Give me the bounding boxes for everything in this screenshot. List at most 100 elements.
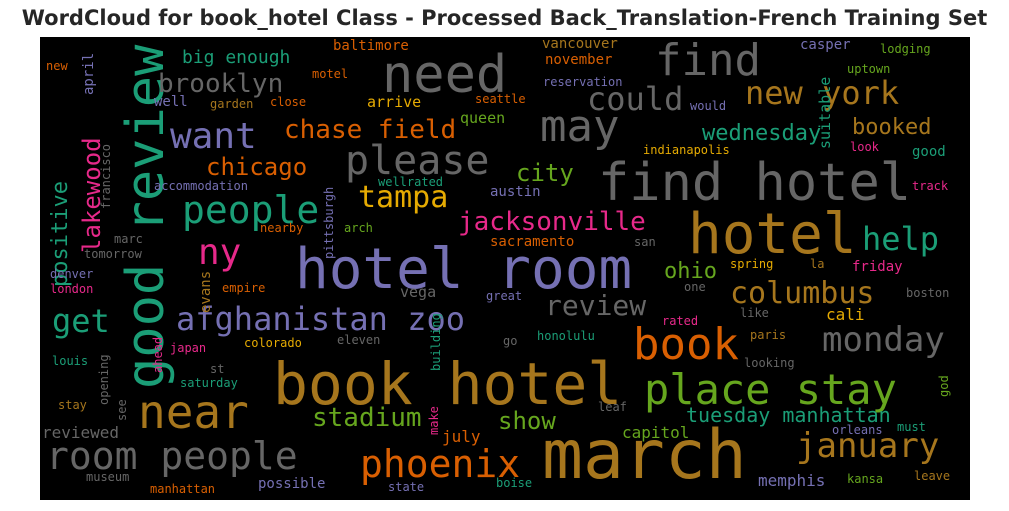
word: near — [138, 385, 249, 439]
word: japan — [170, 341, 207, 355]
word: march — [542, 416, 747, 495]
word: find — [655, 37, 761, 86]
word: january — [796, 426, 940, 466]
word: find hotel — [598, 153, 912, 213]
word: review — [545, 289, 647, 322]
word: spring — [730, 257, 774, 271]
word: evans — [198, 270, 214, 313]
word: track — [912, 179, 949, 193]
word: marc — [114, 232, 143, 246]
word: memphis — [758, 471, 826, 490]
word: help — [862, 220, 940, 258]
word: possible — [258, 476, 326, 492]
word: chase field — [284, 115, 457, 145]
word: july — [442, 427, 481, 446]
word: indianapolis — [643, 143, 730, 157]
word: austin — [490, 184, 541, 200]
word: orleans — [832, 423, 883, 437]
word: good — [912, 144, 946, 160]
word-cloud-canvas: book hotel march hotel room good review … — [40, 37, 970, 500]
word: monday — [822, 320, 945, 360]
word: well — [154, 94, 188, 110]
word: saturday — [180, 376, 238, 390]
word: show — [498, 407, 556, 435]
word: accommodation — [154, 179, 248, 193]
word: people — [182, 188, 320, 232]
word: manhattan — [150, 482, 216, 496]
word: one — [684, 280, 706, 294]
word: tampa — [358, 180, 449, 215]
word: motel — [312, 67, 349, 81]
word: stay — [58, 398, 87, 412]
word: must — [897, 420, 926, 434]
word: afghanistan zoo — [176, 300, 465, 338]
word: wednesday — [702, 121, 822, 146]
word: opening — [97, 354, 111, 405]
word: francisco — [99, 143, 113, 209]
word: book hotel — [273, 350, 623, 418]
word: looking — [744, 356, 795, 370]
word: queen — [460, 109, 506, 127]
word: columbus — [730, 276, 875, 311]
word: get — [52, 302, 110, 340]
word: tomorrow — [84, 247, 142, 261]
word: place stay — [644, 365, 897, 414]
word: friday — [852, 259, 903, 275]
word: phoenix — [360, 442, 521, 486]
word: november — [545, 52, 613, 68]
word: museum — [86, 470, 130, 484]
word: building — [429, 313, 443, 371]
word: reviewed — [42, 423, 120, 442]
word: baltimore — [333, 38, 409, 54]
word: new — [46, 59, 68, 73]
word: boston — [906, 286, 950, 300]
word: honolulu — [537, 329, 595, 343]
chart-title: WordCloud for book_hotel Class - Process… — [21, 6, 988, 30]
word: please — [345, 138, 490, 184]
word: great — [486, 289, 523, 303]
word: want — [170, 116, 257, 157]
word: leave — [914, 469, 951, 483]
word: nearby — [260, 221, 304, 235]
word: april — [81, 52, 97, 95]
word: ohio — [664, 259, 717, 284]
word: st — [210, 362, 225, 376]
word: vega — [400, 283, 437, 301]
word: wellrated — [378, 175, 444, 189]
word: book — [633, 319, 739, 370]
word: hotel room — [295, 237, 633, 302]
word: could — [587, 80, 684, 118]
word: garden — [210, 97, 254, 111]
word: cali — [826, 305, 865, 324]
word: seattle — [475, 92, 526, 106]
word: jacksonville — [458, 207, 646, 237]
word: tuesday manhattan — [686, 403, 891, 427]
word: kansa — [847, 472, 884, 486]
word: close — [270, 95, 307, 109]
word: louis — [52, 354, 89, 368]
word: state — [388, 480, 425, 494]
word: god — [937, 375, 951, 397]
word: ny — [198, 232, 242, 273]
word: boise — [496, 476, 533, 490]
word: casper — [800, 37, 851, 53]
word: hotel — [688, 202, 857, 267]
word: may — [540, 101, 620, 152]
word: brooklyn — [158, 69, 284, 99]
word: stadium — [312, 403, 422, 433]
word: make — [427, 406, 441, 435]
word: look — [850, 140, 879, 154]
word: suitable — [816, 76, 834, 149]
word: arch — [344, 221, 373, 235]
word: la — [810, 257, 825, 271]
word: room people — [46, 434, 298, 478]
word: need — [382, 45, 508, 105]
word: reservation — [543, 75, 623, 89]
word: would — [690, 99, 727, 113]
word: empire — [222, 281, 266, 295]
word: san — [634, 235, 656, 249]
word: leaf — [598, 400, 627, 414]
word: paris — [750, 328, 787, 342]
word: see — [115, 399, 129, 421]
word: uptown — [847, 62, 891, 76]
